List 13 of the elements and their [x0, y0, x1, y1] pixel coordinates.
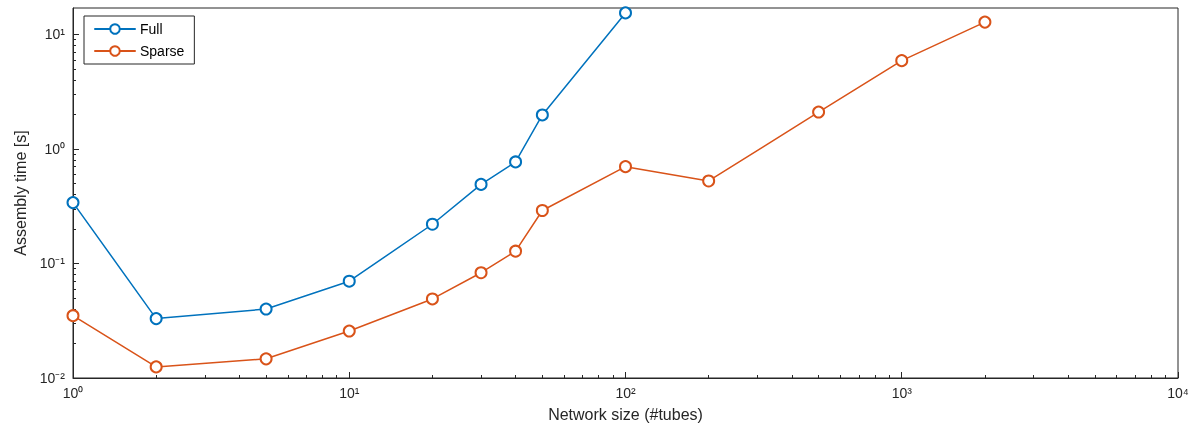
- y-tick-label: 10⁻¹: [39, 255, 66, 272]
- legend-label: Sparse: [140, 43, 185, 59]
- x-tick-label: 10⁰: [62, 385, 84, 401]
- y-tick-label: 10⁰: [44, 140, 65, 157]
- legend-label: Full: [140, 21, 163, 37]
- y-tick-label: 10¹: [44, 26, 66, 43]
- x-tick-label: 10³: [891, 385, 913, 401]
- x-axis-title: Network size (#tubes): [548, 405, 703, 423]
- x-tick-label: 10²: [615, 385, 636, 401]
- y-tick-label: 10⁻²: [39, 370, 66, 386]
- y-axis-title: Assembly time [s]: [12, 130, 30, 256]
- x-tick-label: 10⁴: [1167, 385, 1189, 401]
- x-tick-label: 10¹: [339, 385, 360, 401]
